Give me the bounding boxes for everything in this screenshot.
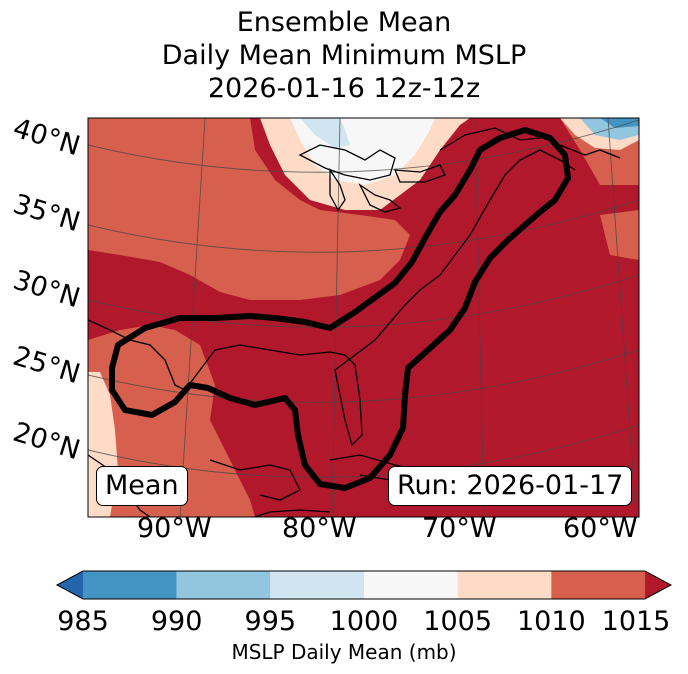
contour-outline [109,127,571,491]
title-line-1: Ensemble Mean [236,7,452,38]
colorbar-segment-990-995 [176,571,271,599]
colorbar-tick-990: 990 [150,606,203,637]
pressure-field-ne-dark [600,118,639,128]
colorbar-label: MSLP Daily Mean (mb) [231,640,457,664]
lon-label-70w: 70°W [422,513,497,544]
pressure-field-990-995 [300,118,350,148]
colorbar-tick-985: 985 [57,606,109,637]
colorbar-outline [55,570,673,600]
colorbar-extend-low [57,571,83,599]
lon-label-90w: 90°W [137,513,212,544]
title-line-3: 2026-01-16 12z-12z [207,73,481,104]
colorbar-extend-high [645,571,671,599]
colorbar-tick-1000: 1000 [329,606,399,637]
colorbar-tick-1010: 1010 [516,606,586,637]
colorbar-segment-1000-1005 [364,571,458,599]
colorbar-segment-1010-1015 [551,571,645,599]
colorbar-segment-985-990 [83,571,177,599]
colorbar-tick-1005: 1005 [423,606,493,637]
pressure-field-1005-1010-east [600,210,639,260]
colorbar-tick-995: 995 [244,606,297,637]
colorbar-tick-1015: 1015 [601,606,671,637]
title-line-2: Daily Mean Minimum MSLP [161,40,527,71]
colorbar-segment-995-1000 [270,571,364,599]
run-date-badge: Run: 2026-01-17 [388,466,633,506]
pressure-field-1005-1010-north [88,118,410,300]
mean-badge: Mean [96,466,188,506]
colorbar [55,570,673,600]
colorbar-segment-1005-1010 [457,571,552,599]
map-frame [87,117,640,518]
lon-label-80w: 80°W [282,513,357,544]
lon-label-60w: 60°W [563,513,638,544]
